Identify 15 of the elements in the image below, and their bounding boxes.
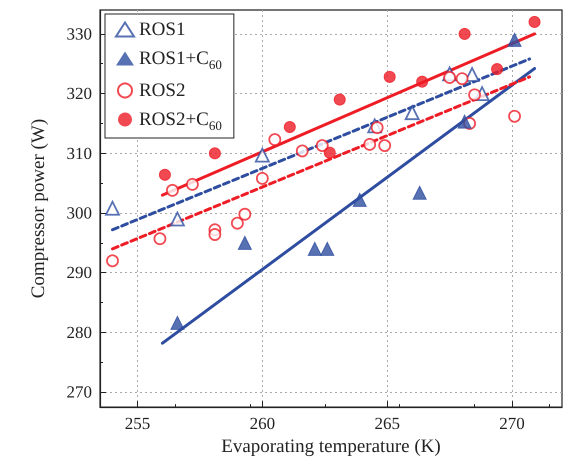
y-tick-label: 310 — [66, 144, 92, 163]
legend-label: ROS2 — [139, 80, 186, 101]
x-tick-label: 260 — [250, 414, 276, 434]
x-tick-label: 265 — [374, 414, 400, 434]
y-tick-label: 270 — [66, 382, 92, 402]
y-tick-label: 330 — [66, 24, 92, 44]
legend-label: ROS1 — [139, 19, 186, 40]
y-tick-label: 320 — [66, 84, 92, 104]
x-tick-label: 255 — [124, 414, 150, 434]
y-tick-label: 290 — [66, 263, 92, 282]
x-tick-label: 270 — [499, 414, 525, 434]
y-axis-title: Compressor power (W) — [28, 118, 49, 298]
x-axis-title: Evaporating temperature (K) — [221, 436, 441, 457]
y-tick-label: 300 — [66, 204, 92, 223]
y-tick-label: 280 — [66, 322, 92, 342]
